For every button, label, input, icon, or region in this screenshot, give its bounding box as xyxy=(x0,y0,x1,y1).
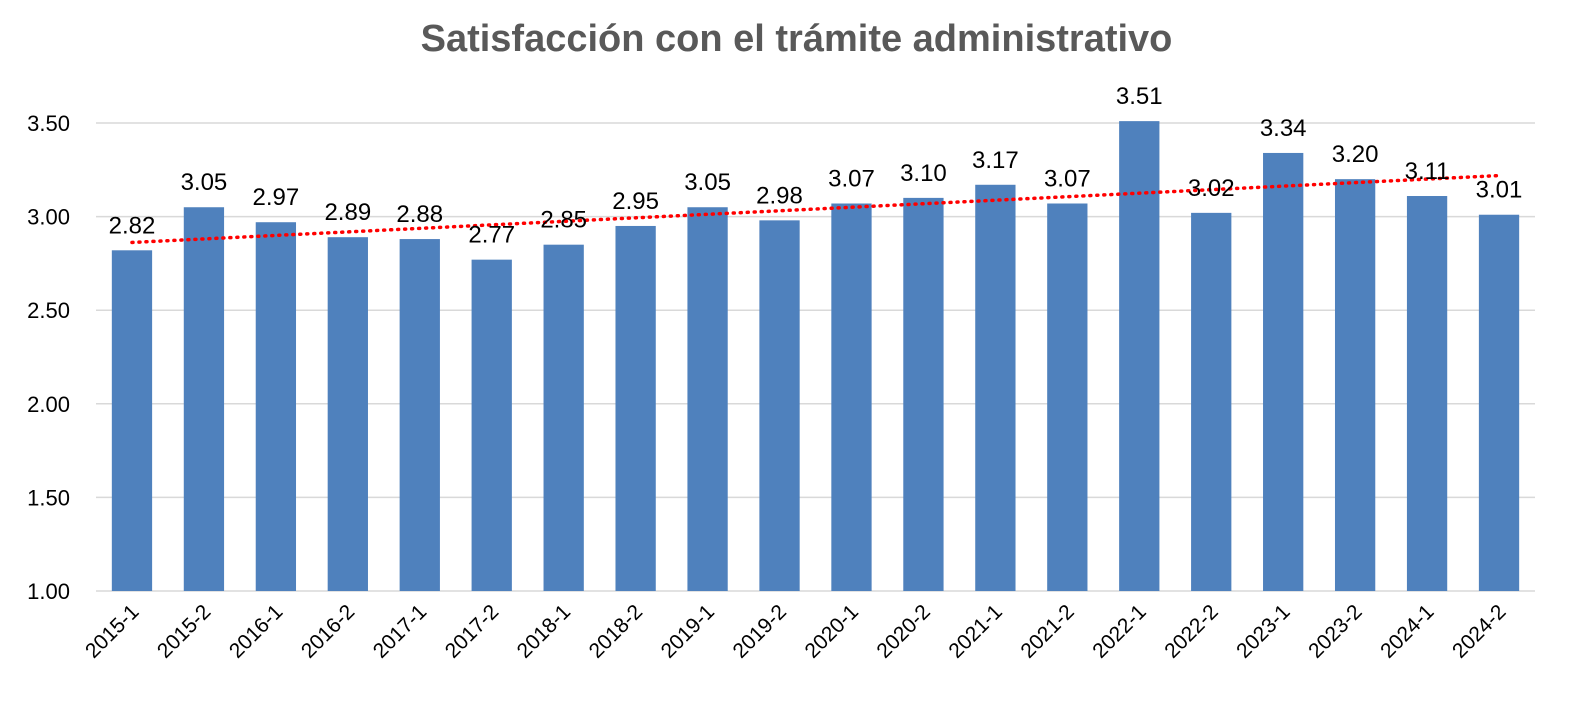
x-axis-labels: 2015-1 2015-2 2016-1 2016-2 2017-1 2017-2 2018… xyxy=(81,600,1511,663)
data-label: 2.88 xyxy=(396,201,443,228)
x-tick-label: 2019-1 xyxy=(657,600,720,663)
bar xyxy=(831,203,872,591)
data-label: 3.05 xyxy=(684,169,731,196)
bar xyxy=(1478,214,1520,591)
x-tick-label: 2016-1 xyxy=(225,600,288,663)
data-label: 2.89 xyxy=(324,199,371,226)
y-tick-label: 2.00 xyxy=(27,392,70,417)
data-label: 3.01 xyxy=(1476,177,1523,204)
y-axis-ticks: 1.00 1.50 2.00 2.50 3.00 3.50 xyxy=(27,111,70,604)
gridlines xyxy=(96,122,1535,592)
bar xyxy=(471,259,512,591)
x-tick-label: 2018-2 xyxy=(585,600,648,663)
bar xyxy=(1119,121,1160,592)
bar xyxy=(1263,152,1304,591)
x-tick-label: 2017-2 xyxy=(441,600,504,663)
chart-title: Satisfacción con el trámite administrati… xyxy=(420,18,1173,60)
trendline xyxy=(130,173,1501,245)
y-tick-label: 1.00 xyxy=(27,579,70,604)
data-label: 3.02 xyxy=(1188,175,1235,202)
x-tick-label: 2017-1 xyxy=(369,600,432,663)
x-tick-label: 2020-1 xyxy=(801,600,864,663)
x-tick-label: 2023-2 xyxy=(1304,600,1367,663)
bar xyxy=(975,184,1016,591)
x-tick-label: 2022-1 xyxy=(1088,600,1151,663)
data-label: 2.85 xyxy=(540,207,587,234)
data-label: 2.95 xyxy=(612,188,659,215)
x-tick-label: 2021-1 xyxy=(944,600,1007,663)
data-label: 3.20 xyxy=(1332,141,1379,168)
data-label: 3.05 xyxy=(181,169,228,196)
data-label: 2.82 xyxy=(109,212,156,239)
data-label: 2.97 xyxy=(253,184,300,211)
bar xyxy=(111,250,153,591)
data-label: 3.07 xyxy=(828,165,875,192)
bars xyxy=(111,121,1520,592)
x-tick-label: 2016-2 xyxy=(297,600,360,663)
data-label: 3.11 xyxy=(1405,158,1450,185)
x-tick-label: 2019-2 xyxy=(729,600,792,663)
y-tick-label: 3.00 xyxy=(27,205,70,230)
x-tick-label: 2022-2 xyxy=(1160,600,1223,663)
x-tick-label: 2024-2 xyxy=(1448,600,1511,663)
data-label: 3.34 xyxy=(1260,115,1307,142)
bar xyxy=(1047,203,1088,591)
bar xyxy=(183,207,225,592)
y-tick-label: 2.50 xyxy=(27,298,70,323)
bar xyxy=(1191,212,1232,591)
bar xyxy=(615,225,656,591)
data-label: 3.17 xyxy=(972,147,1019,174)
bar xyxy=(1406,196,1448,591)
bar xyxy=(759,220,800,591)
bar xyxy=(543,244,584,591)
bar xyxy=(399,239,440,591)
bar xyxy=(687,207,728,592)
x-tick-label: 2024-1 xyxy=(1376,600,1439,663)
data-label: 2.77 xyxy=(468,222,515,249)
x-tick-label: 2015-2 xyxy=(153,600,216,663)
trendline-path xyxy=(130,173,1501,245)
data-label: 3.07 xyxy=(1044,165,1091,192)
bar xyxy=(255,222,297,591)
y-tick-label: 1.50 xyxy=(27,485,70,510)
bar xyxy=(903,197,944,591)
x-tick-label: 2023-1 xyxy=(1232,600,1295,663)
x-tick-label: 2015-1 xyxy=(81,600,144,663)
data-label: 3.51 xyxy=(1116,83,1163,110)
x-tick-label: 2020-2 xyxy=(872,600,935,663)
bar xyxy=(1334,179,1376,591)
data-label: 2.98 xyxy=(756,182,803,209)
x-tick-label: 2021-2 xyxy=(1016,600,1079,663)
y-tick-label: 3.50 xyxy=(27,111,70,136)
bar xyxy=(327,237,368,591)
x-tick-label: 2018-1 xyxy=(513,600,576,663)
data-label: 3.10 xyxy=(900,160,947,187)
data-labels: 2.82 3.05 2.97 2.89 2.88 2.77 2.85 2.95 3.05 2.98… xyxy=(109,83,1523,249)
